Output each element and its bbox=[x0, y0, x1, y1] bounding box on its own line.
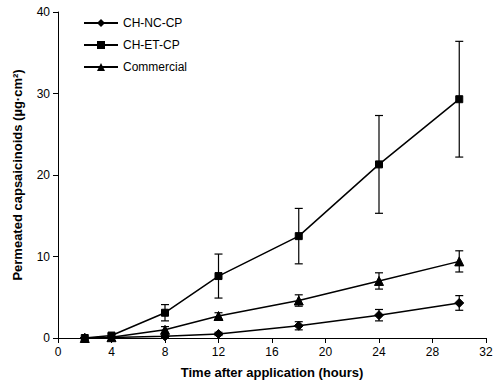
svg-text:8: 8 bbox=[162, 345, 169, 359]
svg-text:24: 24 bbox=[372, 345, 386, 359]
svg-text:20: 20 bbox=[319, 345, 333, 359]
svg-text:0: 0 bbox=[55, 345, 62, 359]
svg-text:0: 0 bbox=[43, 331, 50, 345]
svg-text:32: 32 bbox=[479, 345, 493, 359]
svg-text:30: 30 bbox=[37, 87, 51, 101]
svg-text:CH-ET-CP: CH-ET-CP bbox=[123, 38, 180, 52]
svg-text:40: 40 bbox=[37, 5, 51, 19]
svg-text:4: 4 bbox=[108, 345, 115, 359]
svg-text:20: 20 bbox=[37, 168, 51, 182]
svg-text:12: 12 bbox=[212, 345, 226, 359]
svg-text:10: 10 bbox=[37, 250, 51, 264]
svg-text:28: 28 bbox=[426, 345, 440, 359]
svg-text:16: 16 bbox=[265, 345, 279, 359]
svg-text:Commercial: Commercial bbox=[123, 60, 187, 74]
svg-text:Time after application (hours): Time after application (hours) bbox=[181, 365, 364, 380]
svg-text:Permeated capsaicinoids (µg·cm: Permeated capsaicinoids (µg·cm²) bbox=[10, 69, 25, 280]
svg-text:CH-NC-CP: CH-NC-CP bbox=[123, 16, 182, 30]
